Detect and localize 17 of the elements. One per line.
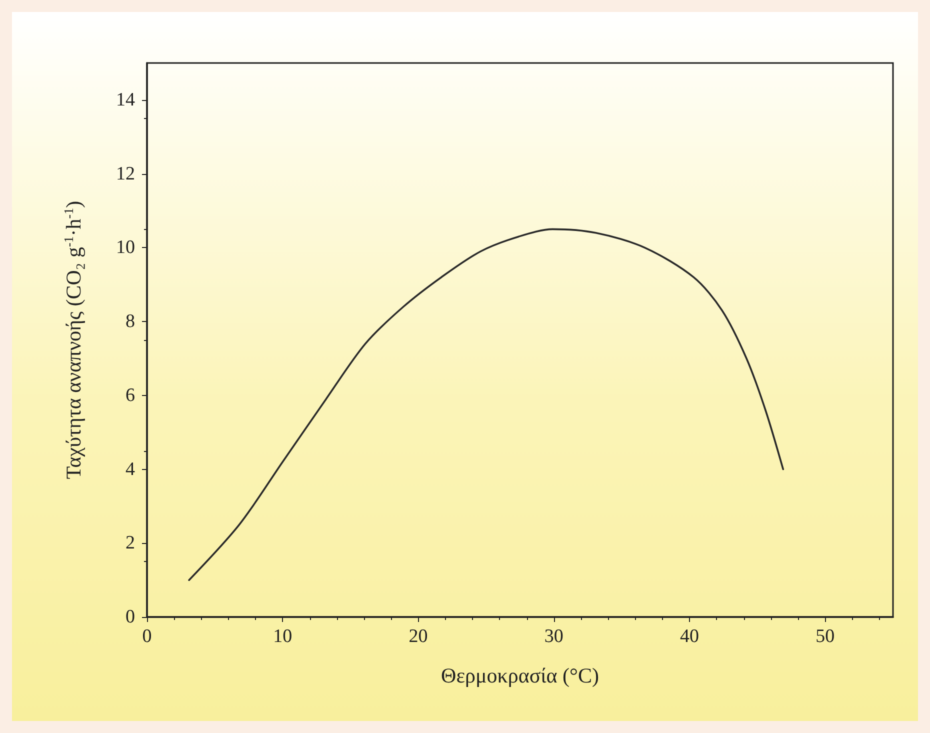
y-axis-title: Ταχύτητα αναπνοής (CO₂ g-1·h-1) [61,200,86,480]
line-series [188,228,784,581]
x-tick-label: 40 [680,626,700,647]
x-tick-label: 20 [408,626,428,647]
y-tick-label: 8 [126,311,135,332]
y-tick-label: 14 [116,89,136,110]
y-tick-label: 12 [116,163,135,184]
y-tick-label: 0 [126,606,135,628]
x-tick-label: 0 [142,626,152,647]
x-tick-label: 10 [273,626,292,647]
y-tick-label: 6 [126,384,135,406]
x-tick-label: 30 [544,626,564,647]
x-axis-title: Θερμοκρασία (°C) [441,664,599,688]
y-tick-label: 2 [126,532,135,554]
x-tick-label: 50 [816,626,835,647]
y-tick-label: 4 [126,458,136,480]
y-tick-label: 10 [116,237,135,258]
